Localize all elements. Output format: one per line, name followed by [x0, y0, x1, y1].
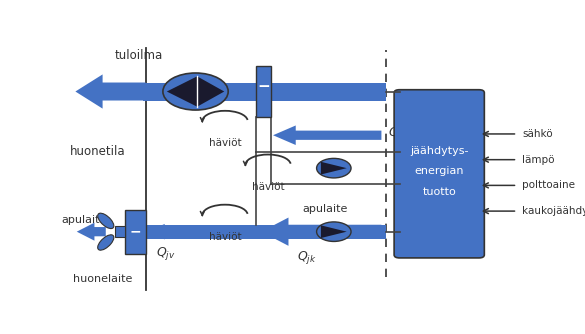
Text: energian: energian	[415, 166, 464, 176]
Polygon shape	[77, 223, 106, 241]
Text: häviöt: häviöt	[252, 182, 284, 191]
Text: häviöt: häviöt	[209, 138, 242, 148]
Text: −: −	[257, 79, 270, 94]
Text: häviöt: häviöt	[209, 232, 242, 242]
Circle shape	[316, 158, 351, 178]
Circle shape	[316, 222, 351, 241]
Circle shape	[163, 73, 228, 110]
Text: apulaite: apulaite	[302, 203, 347, 213]
Text: kaukojäähdytys: kaukojäähdytys	[522, 206, 585, 216]
Polygon shape	[143, 82, 386, 101]
Text: tuotto: tuotto	[422, 187, 456, 197]
Text: apulaite: apulaite	[62, 215, 107, 225]
Text: huonetila: huonetila	[70, 145, 126, 158]
FancyBboxPatch shape	[125, 210, 146, 254]
Polygon shape	[146, 224, 386, 239]
Ellipse shape	[98, 235, 114, 250]
FancyBboxPatch shape	[394, 90, 484, 258]
Polygon shape	[321, 225, 347, 238]
FancyBboxPatch shape	[256, 66, 271, 117]
Text: $Q_{ji}$: $Q_{ji}$	[388, 126, 405, 142]
Polygon shape	[273, 126, 381, 145]
FancyBboxPatch shape	[115, 226, 125, 237]
Text: $Q_{jk}$: $Q_{jk}$	[297, 249, 316, 266]
Text: huonelaite: huonelaite	[73, 274, 132, 284]
Text: lämpö: lämpö	[522, 155, 555, 165]
Polygon shape	[321, 162, 347, 174]
Polygon shape	[261, 217, 381, 246]
Polygon shape	[147, 224, 200, 239]
Text: −: −	[130, 225, 141, 239]
Polygon shape	[167, 76, 197, 107]
Text: $Q_{jv}$: $Q_{jv}$	[156, 245, 176, 262]
Polygon shape	[197, 76, 224, 107]
Ellipse shape	[98, 213, 114, 228]
Text: sähkö: sähkö	[522, 129, 553, 139]
Polygon shape	[75, 74, 146, 109]
Text: polttoaine: polttoaine	[522, 180, 575, 190]
Text: tuloilma: tuloilma	[115, 49, 163, 62]
Text: jäähdytys-: jäähdytys-	[410, 146, 469, 156]
